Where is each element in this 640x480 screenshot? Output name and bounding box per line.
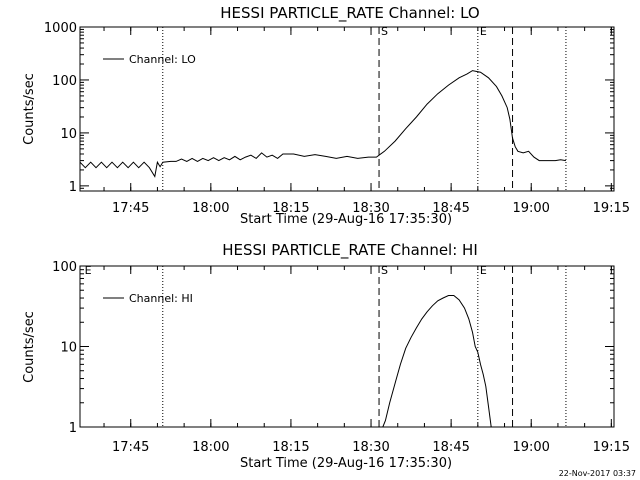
x-tick-label: 18:15 [272,201,309,216]
axis-ticks-hi: 17:45 18:00 18:15 18:30 18:45 19:00 19:15 1 10 10… [52,260,630,455]
chart-title-lo: HESSI PARTICLE_RATE Channel: LO [220,4,479,23]
series-hi [382,295,492,428]
x-tick-label: 17:45 [112,201,149,216]
y-tick-label: 10 [60,127,77,142]
y-tick-label: 1 [69,180,77,195]
marker-label: E [480,264,487,277]
legend-label-hi: Channel: HI [129,292,193,305]
chart-title-hi: HESSI PARTICLE_RATE Channel: HI [222,241,478,260]
y-axis-label-hi: Counts/sec [22,311,37,383]
x-tick-label: 19:15 [593,440,630,455]
x-axis-label-hi: Start Time (29-Aug-16 17:35:30) [240,456,452,471]
y-tick-label: 1 [69,421,77,436]
marker-label: S [381,264,388,277]
y-tick-label: 10 [60,341,77,356]
x-tick-label: 19:00 [512,440,549,455]
x-tick-label: 19:15 [593,201,630,216]
marker-label: E [85,264,92,277]
marker-label: S [381,25,388,38]
legend-label-lo: Channel: LO [129,53,196,66]
y-tick-label: 1000 [44,21,77,36]
x-tick-label: 18:30 [352,440,389,455]
plot-frame-hi [79,265,615,428]
series-line-lo [79,70,566,178]
x-tick-label: 18:00 [192,440,229,455]
x-tick-label: 18:45 [432,201,469,216]
chart-panel-hi: HESSI PARTICLE_RATE Channel: HI 17:45 18:… [22,241,630,471]
series-line-hi [382,295,492,428]
y-tick-label: 100 [52,260,77,275]
x-tick-label: 18:45 [432,440,469,455]
axis-ticks-lo: 17:45 18:00 18:15 18:30 18:45 19:00 19:15 1 10 10… [44,21,630,216]
x-tick-label: 18:15 [272,440,309,455]
x-tick-label: 17:45 [112,440,149,455]
x-axis-label-lo: Start Time (29-Aug-16 17:35:30) [240,212,452,227]
x-tick-label: 18:00 [192,201,229,216]
y-tick-label: 100 [52,74,77,89]
x-tick-label: 19:00 [512,201,549,216]
plot-frame-lo [79,26,615,192]
series-lo [79,70,566,178]
generation-timestamp: 22-Nov-2017 03:37 [559,469,636,478]
chart-panel-lo: HESSI PARTICLE_RATE Channel: LO 17:45 18:… [22,4,630,227]
x-tick-label: 18:30 [352,201,389,216]
y-axis-label-lo: Counts/sec [22,73,37,145]
marker-label: E [480,25,487,38]
